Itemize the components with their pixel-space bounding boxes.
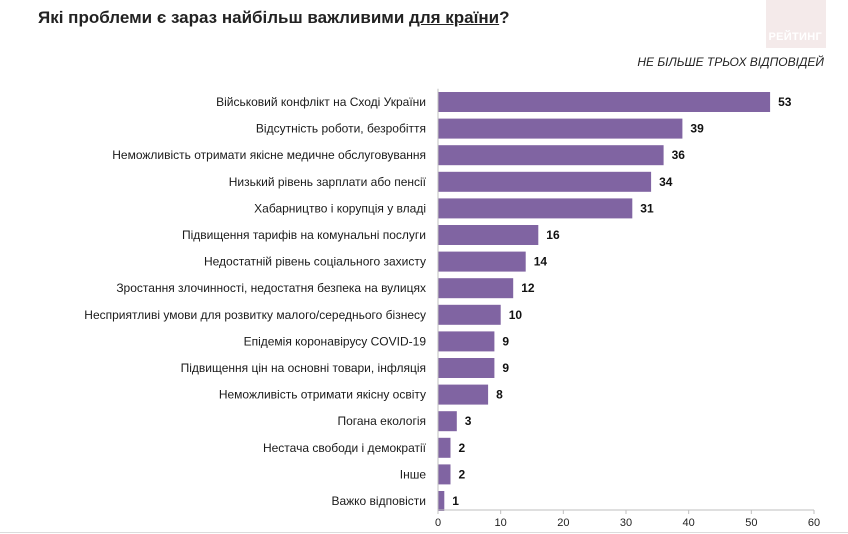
category-label: Неможливість отримати якісне медичне обс… (112, 148, 426, 162)
bar (438, 145, 664, 166)
category-label: Несприятливі умови для розвитку малого/с… (84, 308, 426, 322)
data-label: 8 (496, 388, 503, 402)
bar (438, 384, 489, 405)
category-label: Зростання злочинності, недостатня безпек… (116, 281, 426, 295)
x-tick-label: 60 (808, 517, 820, 529)
category-label: Епідемія коронавірусу COVID-19 (244, 334, 427, 348)
category-label: Військовий конфлікт на Сході України (216, 95, 426, 109)
bar (438, 278, 514, 299)
data-label: 1 (452, 494, 459, 508)
title-underlined: для країни (409, 8, 500, 27)
category-label: Нестача свободи і демократії (263, 441, 427, 455)
x-tick-label: 20 (557, 517, 569, 529)
bar (438, 464, 451, 485)
bar (438, 411, 457, 432)
category-label: Інше (400, 467, 427, 481)
bar (438, 171, 652, 192)
category-label: Важко відповісти (331, 494, 426, 508)
x-tick-label: 0 (435, 517, 441, 529)
bottom-divider (0, 532, 848, 533)
x-tick-label: 50 (745, 517, 757, 529)
rating-logo: РЕЙТИНГ (766, 0, 826, 48)
data-label: 31 (640, 201, 654, 215)
bar (438, 437, 451, 458)
logo-text: РЕЙТИНГ (768, 31, 822, 43)
bar (438, 304, 501, 325)
chart-subtitle: НЕ БІЛЬШЕ ТРЬОХ ВІДПОВІДЕЙ (637, 55, 824, 69)
chart-title: Які проблеми є зараз найбільш важливими … (38, 8, 510, 28)
title-main: Які проблеми є зараз найбільш важливими (38, 8, 410, 27)
data-label: 9 (502, 361, 509, 375)
bar (438, 198, 633, 219)
category-label: Неможливість отримати якісну освіту (219, 388, 426, 402)
data-label: 14 (534, 255, 548, 269)
category-label: Недостатній рівень соціального захисту (204, 255, 426, 269)
data-label: 39 (690, 122, 704, 136)
category-label: Підвищення цін на основні товари, інфляц… (181, 361, 426, 375)
data-label: 16 (546, 228, 560, 242)
bar (438, 118, 683, 139)
data-label: 2 (459, 441, 466, 455)
category-label: Низький рівень зарплати або пенсії (229, 175, 427, 189)
data-label: 10 (509, 308, 523, 322)
data-label: 2 (459, 467, 466, 481)
x-tick-label: 30 (620, 517, 632, 529)
data-label: 34 (659, 175, 673, 189)
data-label: 53 (778, 95, 792, 109)
data-label: 3 (465, 414, 472, 428)
bar (438, 491, 445, 511)
bar (438, 251, 526, 272)
bar (438, 225, 539, 245)
bar (438, 358, 495, 378)
category-label: Відсутність роботи, безробіття (256, 122, 426, 136)
x-tick-label: 40 (683, 517, 695, 529)
data-label: 9 (502, 334, 509, 348)
data-label: 12 (521, 281, 535, 295)
category-label: Хабарництво і корупція у владі (254, 201, 426, 215)
bar (438, 331, 495, 352)
bar (438, 92, 771, 112)
data-label: 36 (672, 148, 686, 162)
category-label: Підвищення тарифів на комунальні послуги (182, 228, 426, 242)
title-end: ? (499, 8, 510, 27)
category-label: Погана екологія (337, 414, 426, 428)
x-tick-label: 10 (495, 517, 507, 529)
